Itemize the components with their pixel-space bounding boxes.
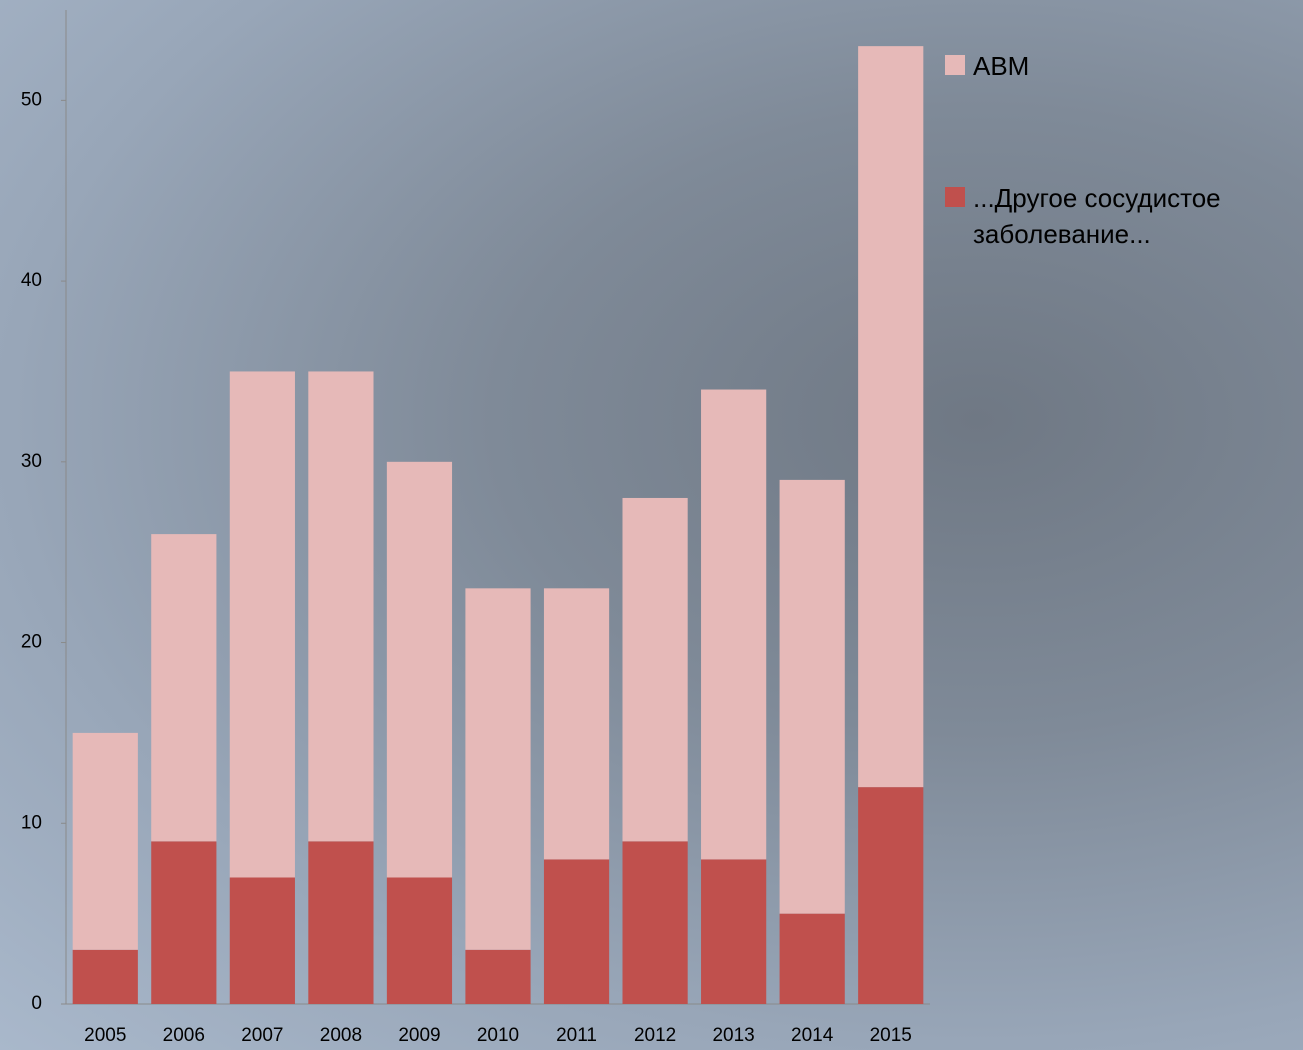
legend-label: ...Другое сосудистое заболевание...: [973, 183, 1221, 249]
legend-item: АВМ: [945, 48, 1303, 84]
bar-segment: [465, 588, 531, 950]
bar-segment: [543, 588, 610, 860]
bar-segment: [622, 497, 688, 842]
bar-segment: [386, 877, 453, 1004]
bar-segment: [465, 949, 531, 1004]
bar-segment: [858, 787, 924, 1004]
bar-segment: [543, 859, 610, 1004]
x-tick-label: 2014: [791, 1025, 834, 1046]
bar-segment: [386, 461, 453, 878]
bar-segment: [858, 46, 924, 788]
y-tick-label: 50: [21, 89, 42, 110]
x-tick-label: 2009: [398, 1025, 440, 1046]
x-tick-label: 2010: [477, 1025, 519, 1046]
y-tick-label: 0: [31, 993, 42, 1014]
bar-segment: [308, 371, 374, 842]
bar-segment: [229, 877, 295, 1004]
bar-segment: [701, 389, 767, 860]
bar-segment: [701, 859, 767, 1004]
x-tick-label: 2007: [241, 1025, 283, 1046]
bar-segment: [72, 949, 138, 1004]
bar-segment: [229, 371, 295, 878]
bar-segment: [308, 841, 374, 1004]
bar-segment: [622, 841, 688, 1004]
x-tick-label: 2012: [634, 1025, 676, 1046]
bar-segment: [151, 841, 217, 1004]
y-tick-label: 20: [21, 632, 42, 653]
x-tick-label: 2013: [712, 1025, 754, 1046]
x-tick-label: 2008: [320, 1025, 362, 1046]
legend-item: ...Другое сосудистое заболевание...: [945, 180, 1303, 252]
legend-label: АВМ: [973, 51, 1030, 81]
legend-swatch: [945, 187, 965, 207]
bar-segment: [779, 913, 845, 1004]
bar-segment: [72, 732, 138, 950]
x-tick-label: 2015: [870, 1025, 912, 1046]
y-tick-label: 10: [21, 812, 42, 833]
x-tick-label: 2006: [163, 1025, 205, 1046]
legend-swatch: [945, 55, 965, 75]
x-tick-label: 2005: [84, 1025, 126, 1046]
x-tick-label: 2011: [556, 1025, 597, 1046]
bar-segment: [151, 534, 217, 842]
bar-segment: [779, 479, 845, 914]
y-tick-label: 40: [21, 270, 42, 291]
y-tick-label: 30: [21, 451, 42, 472]
